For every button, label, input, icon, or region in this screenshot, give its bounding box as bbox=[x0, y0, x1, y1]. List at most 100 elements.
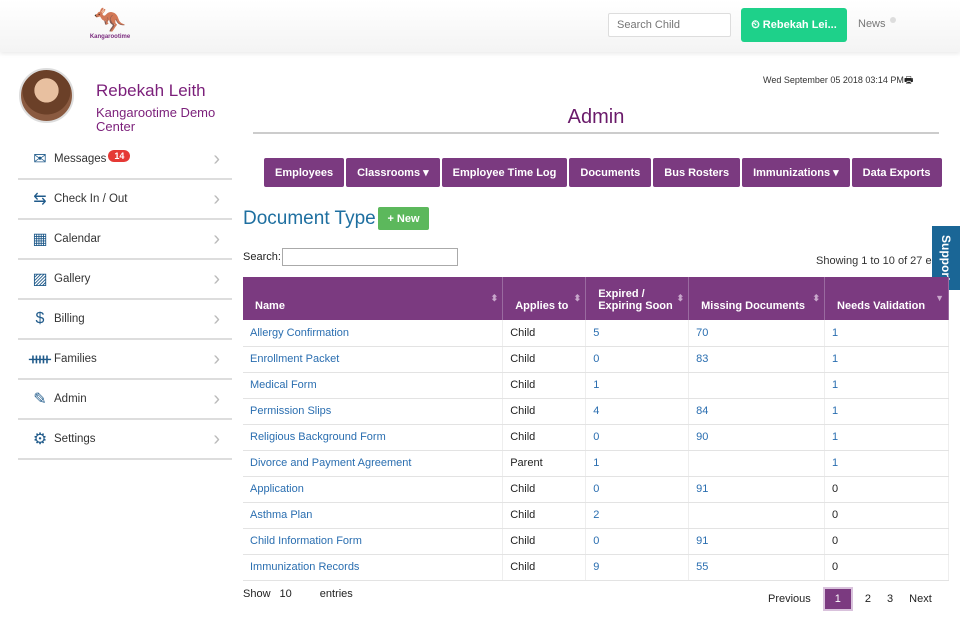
sidebar-item-settings[interactable]: ⚙ Settings › bbox=[18, 420, 232, 460]
cell-link[interactable]: 5 bbox=[593, 326, 600, 339]
table-cell: Asthma Plan bbox=[243, 502, 504, 529]
tab-documents[interactable]: Documents bbox=[569, 158, 652, 187]
table-cell: Application bbox=[243, 476, 504, 503]
avatar[interactable] bbox=[19, 68, 74, 123]
cell-link[interactable]: 1 bbox=[832, 457, 839, 469]
search-child-input[interactable] bbox=[608, 13, 731, 37]
cell-link[interactable]: 91 bbox=[696, 535, 709, 547]
cell-link[interactable]: Immunization Records bbox=[250, 561, 360, 573]
cell-link[interactable]: Child Information Form bbox=[250, 535, 362, 547]
cell-link[interactable]: 84 bbox=[696, 405, 709, 417]
cell-link[interactable]: 0 bbox=[593, 483, 600, 495]
cell-link[interactable]: 70 bbox=[696, 326, 709, 339]
cell-text: Child bbox=[510, 353, 536, 365]
sort-icon[interactable]: ⬍ bbox=[573, 293, 582, 303]
gear-icon: ⚙ bbox=[32, 431, 48, 448]
sort-icon[interactable]: ▼ bbox=[935, 293, 944, 303]
admin-tabs: Employees Classrooms ▾ Employee Time Log Do… bbox=[264, 158, 942, 187]
user-clock-button[interactable]: ⏲ Rebekah Lei... bbox=[741, 8, 847, 42]
sidebar-item-label: Settings bbox=[54, 433, 96, 445]
cell-link[interactable]: 91 bbox=[696, 483, 709, 495]
cell-link[interactable]: Permission Slips bbox=[250, 405, 332, 417]
cell-link[interactable]: Divorce and Payment Agreement bbox=[250, 457, 412, 469]
cell-text: 0 bbox=[832, 509, 839, 521]
sidebar-item-messages[interactable]: ✉ Messages 14 › bbox=[18, 140, 232, 180]
print-icon[interactable]: 🖶 bbox=[904, 75, 914, 86]
tab-bus-rosters[interactable]: Bus Rosters bbox=[653, 158, 741, 187]
page-3-button[interactable]: 3 bbox=[887, 593, 894, 605]
column-header[interactable]: Expired / Expiring Soon ⬍ bbox=[585, 277, 690, 320]
news-link[interactable]: News bbox=[858, 18, 886, 30]
table-cell: Child bbox=[502, 320, 587, 347]
cell-link[interactable]: Enrollment Packet bbox=[250, 353, 340, 365]
previous-button[interactable]: Previous bbox=[768, 593, 811, 605]
cell-link[interactable]: 0 bbox=[593, 353, 600, 365]
table-cell: Parent bbox=[502, 450, 587, 477]
tab-immunizations[interactable]: Immunizations ▾ bbox=[742, 158, 850, 187]
sidebar-item-admin[interactable]: ✎ Admin › bbox=[18, 380, 232, 420]
page-1-button[interactable]: 1 bbox=[822, 587, 853, 611]
cell-link[interactable]: 4 bbox=[593, 405, 600, 417]
column-header[interactable]: Name ⬍ bbox=[243, 277, 504, 320]
sidebar-item-check-in-out[interactable]: ⇆ Check In / Out › bbox=[18, 180, 232, 220]
sort-icon[interactable]: ⬍ bbox=[676, 293, 685, 303]
cell-link[interactable]: 90 bbox=[696, 431, 709, 443]
column-header[interactable]: Applies to ⬍ bbox=[502, 277, 587, 320]
cell-link[interactable]: 1 bbox=[832, 353, 839, 365]
cell-link[interactable]: 1 bbox=[832, 326, 839, 339]
table-cell bbox=[688, 502, 826, 529]
cell-link[interactable]: 2 bbox=[593, 509, 600, 521]
sidebar-item-label: Messages bbox=[54, 153, 107, 165]
table-cell: 0 bbox=[824, 528, 949, 555]
chevron-right-icon: › bbox=[213, 307, 220, 330]
table-row: Immunization Records Child 9 55 0 bbox=[243, 554, 949, 581]
table-cell: 1 bbox=[824, 424, 949, 451]
page-2-button[interactable]: 2 bbox=[864, 593, 872, 605]
sort-icon[interactable]: ⬍ bbox=[490, 293, 499, 303]
entries-select[interactable]: 10 bbox=[279, 588, 292, 600]
cell-text: Parent bbox=[510, 457, 543, 469]
table-cell: 0 bbox=[585, 424, 690, 451]
cell-link[interactable]: 1 bbox=[593, 379, 600, 391]
cell-link[interactable]: Medical Form bbox=[250, 379, 317, 391]
news-indicator bbox=[890, 17, 896, 23]
cell-link[interactable]: 0 bbox=[593, 431, 600, 443]
next-button[interactable]: Next bbox=[909, 593, 932, 605]
sidebar-item-calendar[interactable]: ▦ Calendar › bbox=[18, 220, 232, 260]
sidebar-item-gallery[interactable]: ▨ Gallery › bbox=[18, 260, 232, 300]
table-cell: 4 bbox=[585, 398, 690, 425]
kangarootime-logo[interactable]: 🦘 Kangarootime bbox=[89, 5, 131, 40]
table-cell: Medical Form bbox=[243, 372, 504, 399]
table-cell: 55 bbox=[688, 554, 826, 581]
cell-link[interactable]: Asthma Plan bbox=[250, 509, 313, 521]
cell-link[interactable]: 1 bbox=[593, 457, 600, 469]
tab-employees[interactable]: Employees bbox=[264, 158, 345, 187]
sidebar-item-billing[interactable]: $ Billing › bbox=[18, 300, 232, 340]
column-header[interactable]: Needs Validation ▼ bbox=[824, 277, 949, 320]
table-cell: 1 bbox=[824, 320, 949, 347]
sidebar-item-label: Billing bbox=[54, 313, 85, 325]
sidebar-item-families[interactable]: ᚔ Families › bbox=[18, 340, 232, 380]
tab-classrooms[interactable]: Classrooms ▾ bbox=[346, 158, 440, 187]
new-button[interactable]: + New bbox=[378, 207, 429, 230]
cell-link[interactable]: 55 bbox=[696, 561, 709, 573]
unread-badge: 14 bbox=[108, 150, 131, 162]
tab-data-exports[interactable]: Data Exports bbox=[851, 158, 942, 187]
sort-icon[interactable]: ⬍ bbox=[812, 293, 821, 303]
cell-link[interactable]: Religious Background Form bbox=[250, 431, 386, 443]
cell-link[interactable]: 1 bbox=[832, 379, 839, 391]
cell-link[interactable]: 1 bbox=[832, 431, 839, 443]
table-cell: 1 bbox=[585, 372, 690, 399]
pagination: Previous 1 2 3 Next bbox=[760, 587, 940, 611]
cell-link[interactable]: 83 bbox=[696, 353, 709, 365]
tab-employee-time-log[interactable]: Employee Time Log bbox=[441, 158, 568, 187]
column-header[interactable]: Missing Documents ⬍ bbox=[688, 277, 826, 320]
cell-link[interactable]: Allergy Confirmation bbox=[250, 326, 350, 339]
table-row: Child Information Form Child 0 91 0 bbox=[243, 528, 949, 555]
cell-link[interactable]: 9 bbox=[593, 561, 600, 573]
cell-link[interactable]: Application bbox=[250, 483, 304, 495]
document-type-table: Name ⬍ Applies to ⬍ Expired / Expiring Soon ⬍… bbox=[243, 277, 949, 581]
cell-link[interactable]: 0 bbox=[593, 535, 600, 547]
cell-link[interactable]: 1 bbox=[832, 405, 839, 417]
table-search-input[interactable] bbox=[282, 248, 458, 266]
